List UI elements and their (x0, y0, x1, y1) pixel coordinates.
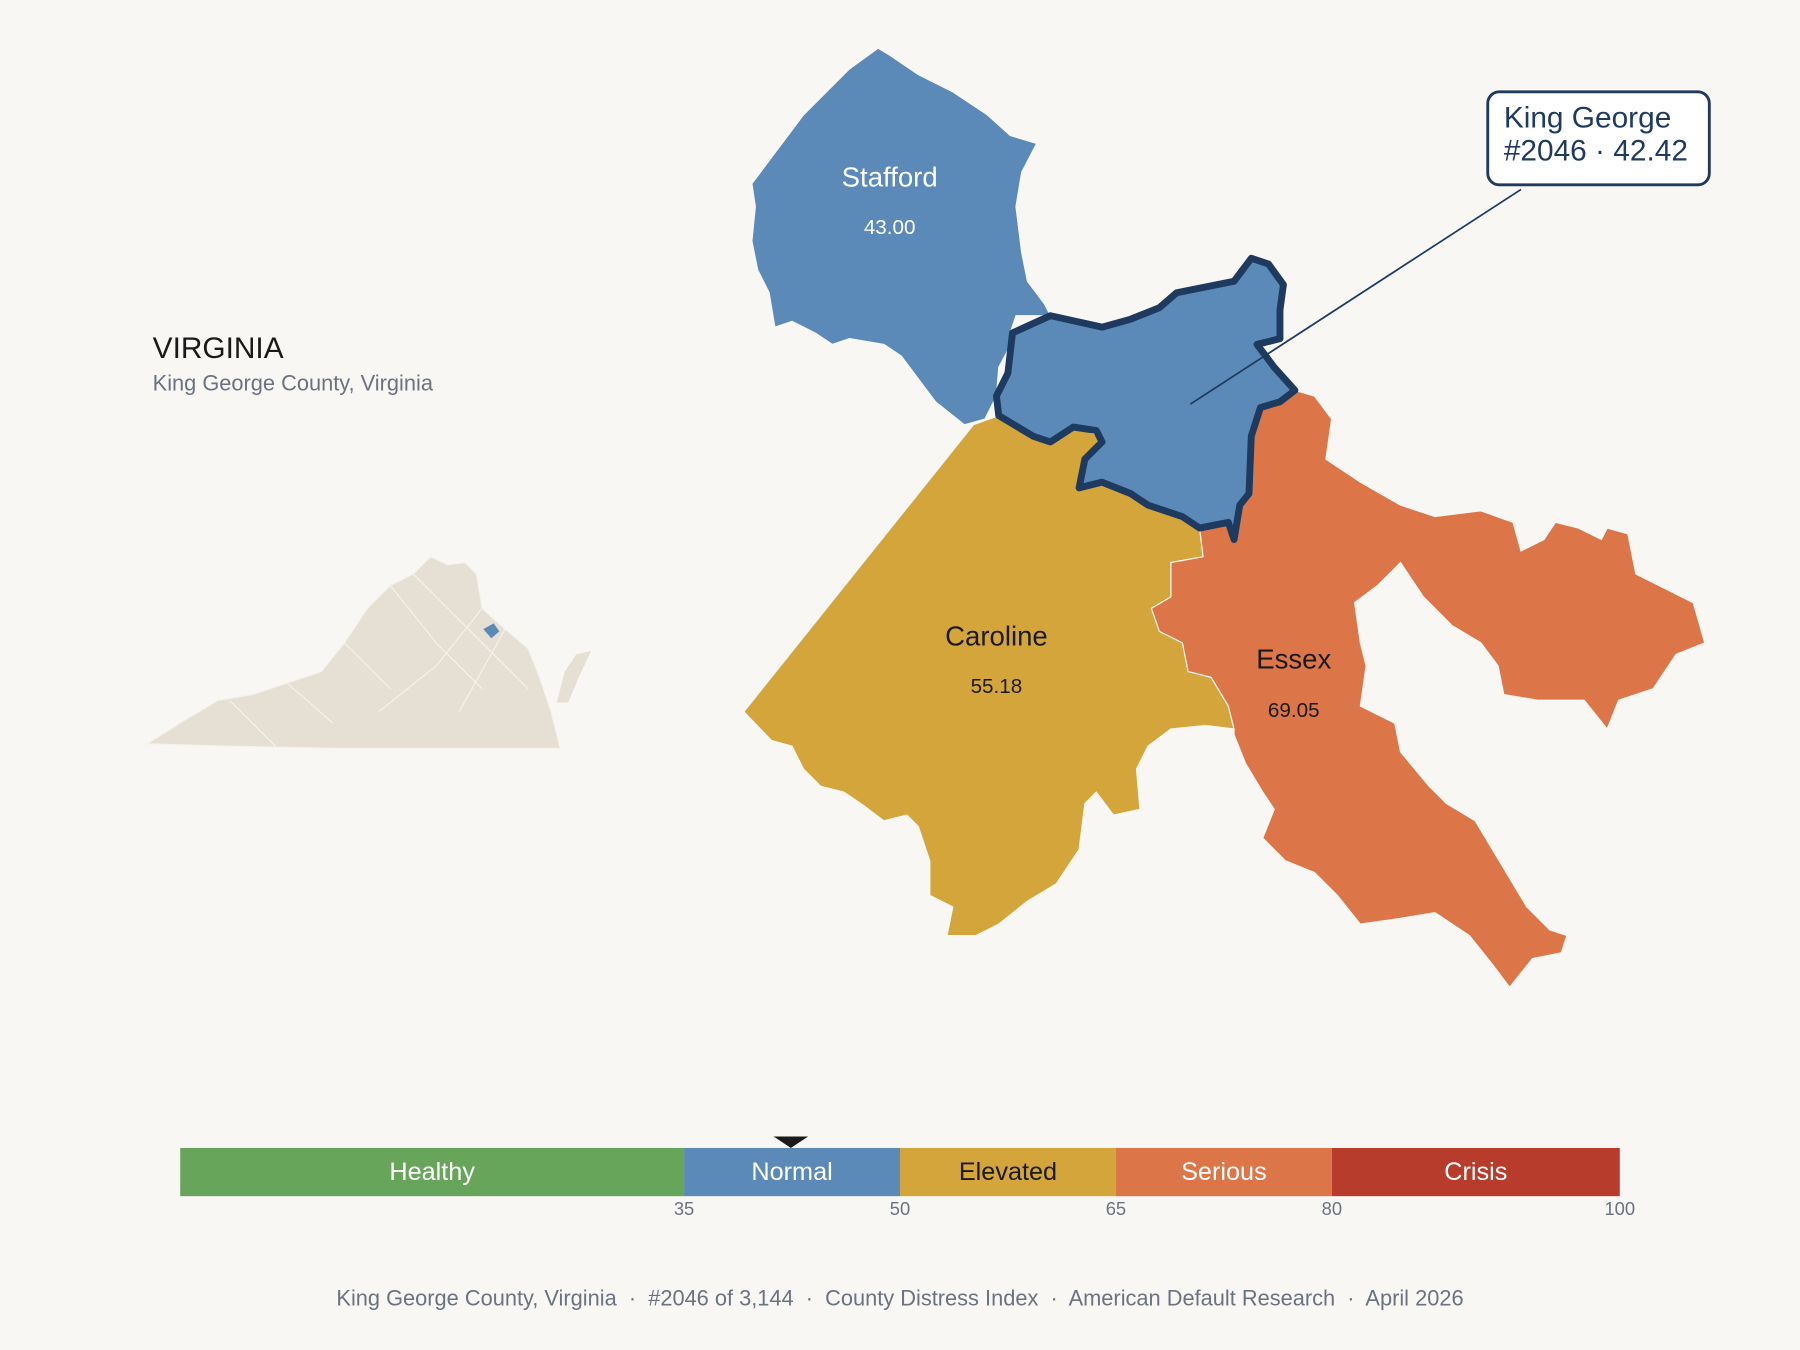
legend-band (180, 1147, 685, 1197)
callout-box (1486, 90, 1711, 187)
county-shape (1150, 389, 1706, 989)
legend-band-label: Crisis (1444, 1158, 1507, 1186)
state-title: VIRGINIA (153, 332, 284, 365)
callout-leader (1189, 188, 1522, 405)
legend-tick-label: 35 (674, 1198, 694, 1219)
inset-highlight (483, 623, 500, 639)
county-value: 69.05 (1268, 699, 1320, 722)
legend-band-label: Healthy (389, 1158, 475, 1186)
legend-band (1115, 1147, 1332, 1197)
counties: Stafford 43.00 Caroline 55.18 Essex 69.05 (743, 47, 1706, 989)
legend-band-label: Normal (751, 1158, 832, 1186)
legend-tick-label: 100 (1604, 1198, 1635, 1219)
legend-band-label: Serious (1181, 1158, 1267, 1186)
legend-tick-label: 80 (1322, 1198, 1342, 1219)
subtitle: King George County, Virginia (153, 370, 434, 395)
county-name: Stafford (842, 161, 938, 192)
county-value: 43.00 (864, 216, 916, 239)
legend: Healthy Normal Elevated Serious Crisis 35 50 65… (180, 1136, 1635, 1219)
legend-band (900, 1147, 1116, 1197)
legend-tick-label: 65 (1106, 1198, 1126, 1219)
legend-band-label: Elevated (959, 1158, 1057, 1186)
callout-detail: #2046 · 42.42 (1504, 135, 1688, 168)
legend-marker (773, 1136, 809, 1148)
county-name: Essex (1256, 644, 1331, 675)
county-value: 55.18 (971, 675, 1023, 698)
county-name: Caroline (945, 621, 1048, 652)
legend-band (1331, 1147, 1620, 1197)
footer: King George County, Virginia · #2046 of … (336, 1285, 1463, 1310)
legend-tick-label: 50 (890, 1198, 910, 1219)
eastern-shore (556, 650, 592, 703)
legend-band (684, 1147, 900, 1197)
state-inset (145, 556, 592, 750)
callout: King George #2046 · 42.42 (1189, 90, 1711, 405)
highlighted-county (992, 254, 1299, 543)
county-lines (229, 573, 529, 747)
callout-title: King George (1504, 101, 1671, 134)
